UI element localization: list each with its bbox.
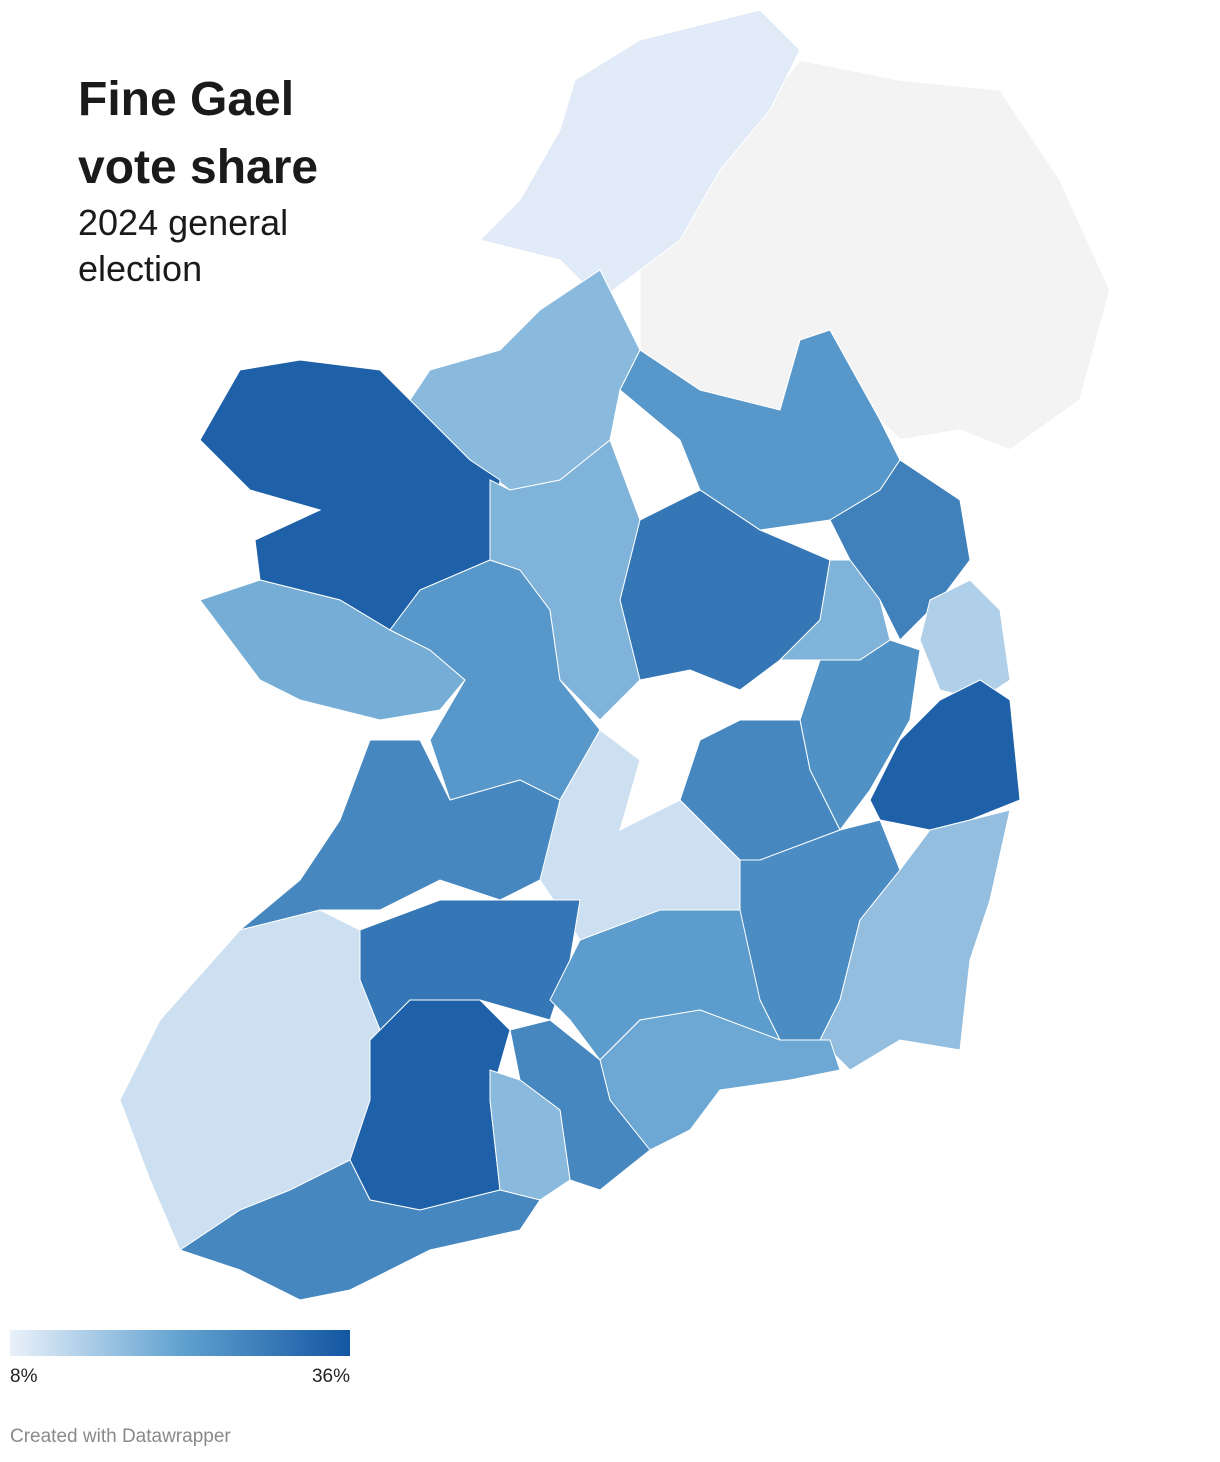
regions: [119, 9, 1021, 1301]
legend-label: 36%: [312, 1366, 350, 1387]
region: [199, 579, 466, 721]
subtitle: 2024 general election: [78, 202, 289, 289]
footer: Created with Datawrapper: [10, 1426, 231, 1447]
region: [489, 1069, 571, 1201]
region: [178, 1159, 541, 1301]
region: [919, 579, 1011, 701]
legend-gradient: [10, 1330, 350, 1356]
region: [869, 679, 1021, 831]
legend-label: 8%: [10, 1366, 38, 1387]
region: [479, 9, 801, 301]
legend: 8% 36%: [10, 1330, 350, 1387]
title: Fine Gael vote share: [78, 73, 319, 194]
region: [239, 739, 561, 931]
